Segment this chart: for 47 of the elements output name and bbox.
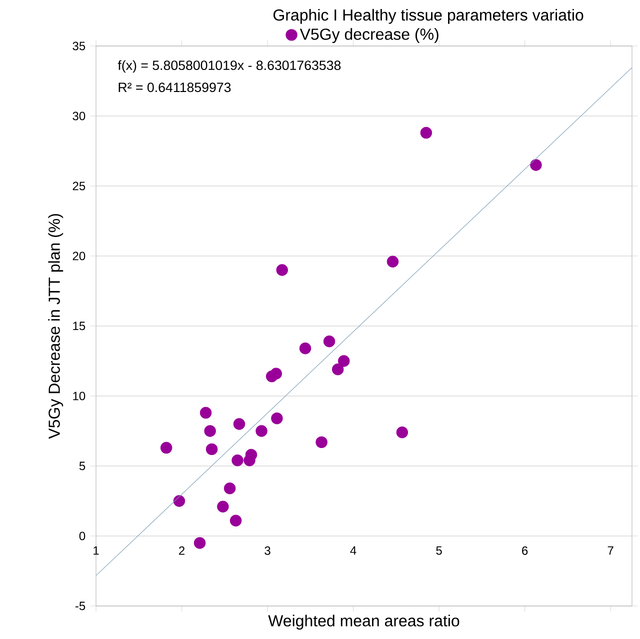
point (299, 342, 312, 354)
point (217, 500, 229, 512)
point (245, 448, 258, 461)
point (230, 514, 242, 526)
point (396, 426, 408, 438)
point (233, 418, 246, 430)
chart-title: Graphic I Healthy tissue parameters variatio (273, 8, 584, 24)
point (338, 355, 350, 367)
x-tick-label: 7 (608, 546, 614, 555)
y-tick-label: 5 (79, 462, 86, 470)
point (316, 436, 328, 448)
point (276, 264, 288, 276)
x-tick-label: 3 (264, 546, 270, 555)
point (386, 256, 399, 268)
y-tick-label: 0 (79, 532, 86, 540)
point (224, 482, 236, 494)
legend-label: V5Gy decrease (%) (300, 28, 438, 44)
annotation: R² = 0.6411859973 (118, 82, 231, 92)
point (200, 406, 212, 419)
x-tick-label: 1 (94, 546, 99, 555)
point (173, 495, 186, 507)
y-tick-label: 35 (72, 42, 86, 50)
point (160, 442, 172, 454)
point (323, 336, 336, 348)
y-axis-title: V5Gy Decrease in JTT plan (%) (48, 214, 64, 439)
x-axis-title: Weighted mean areas ratio (268, 614, 460, 630)
point (194, 537, 206, 549)
y-tick-label: -5 (75, 602, 86, 610)
x-tick-label: 6 (522, 546, 528, 555)
point (332, 364, 344, 376)
y-tick-label: 15 (73, 322, 86, 330)
y-tick-label: 20 (72, 252, 86, 260)
y-tick-label: 30 (72, 112, 86, 120)
x-tick-label: 5 (436, 546, 442, 555)
x-tick-label: 4 (350, 546, 356, 555)
y-tick-label: 25 (72, 182, 86, 190)
point (271, 412, 283, 424)
point (232, 454, 244, 466)
point (206, 443, 218, 456)
point (256, 425, 268, 437)
point (420, 126, 432, 139)
annotation: f(x) = 5.8058001019x - 8.6301763538 (118, 60, 341, 73)
point (270, 368, 282, 380)
point (204, 425, 216, 437)
x-tick-label: 2 (179, 546, 184, 555)
y-tick-label: 10 (73, 392, 86, 400)
point (530, 159, 542, 171)
